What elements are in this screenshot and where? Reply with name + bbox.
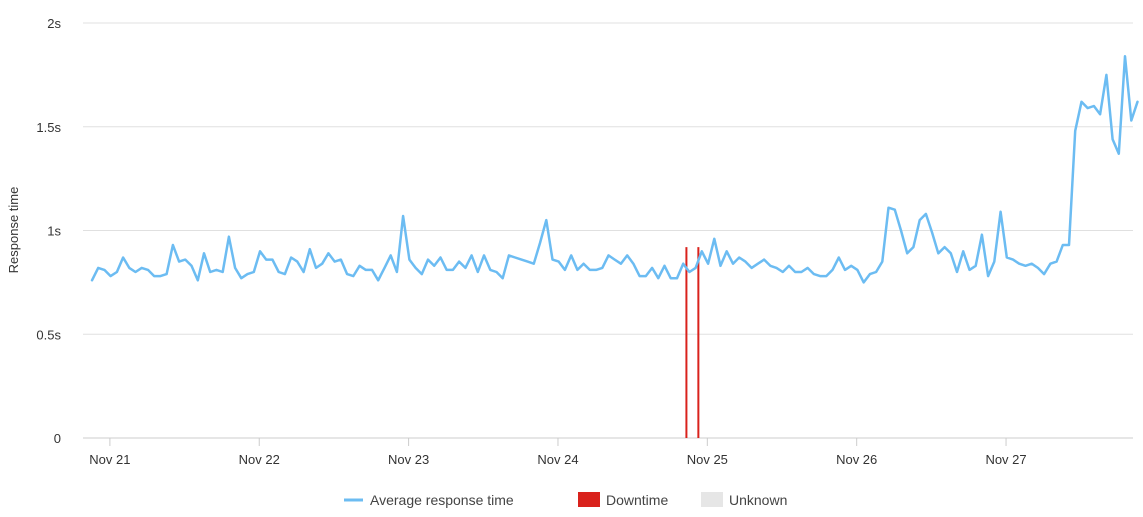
x-axis-ticks: Nov 21 Nov 22 Nov 23 Nov 24 Nov 25 Nov 26 Nov … <box>89 438 1027 467</box>
series-line-average-response-time[interactable] <box>90 54 1139 284</box>
y-tick-label: 0 <box>54 431 61 446</box>
x-tick-label: Nov 27 <box>985 452 1026 467</box>
gridlines <box>83 22 1133 439</box>
legend-label-unknown[interactable]: Unknown <box>729 492 787 508</box>
y-tick-label: 1.5s <box>36 120 61 135</box>
x-tick-label: Nov 24 <box>537 452 578 467</box>
y-axis-title: Response time <box>6 187 21 274</box>
x-tick-label: Nov 22 <box>239 452 280 467</box>
x-tick-label: Nov 25 <box>687 452 728 467</box>
y-tick-label: 1s <box>47 224 61 239</box>
y-axis-ticks: 0 0.5s 1s 1.5s 2s <box>36 16 61 446</box>
legend-swatch-downtime[interactable] <box>578 492 600 507</box>
y-tick-label: 2s <box>47 16 61 31</box>
downtime-markers <box>685 247 700 438</box>
x-tick-label: Nov 26 <box>836 452 877 467</box>
series-layer <box>90 54 1139 284</box>
legend: Average response time Downtime Unknown <box>344 492 787 508</box>
x-tick-label: Nov 21 <box>89 452 130 467</box>
legend-label-average-response-time[interactable]: Average response time <box>370 492 514 508</box>
legend-label-downtime[interactable]: Downtime <box>606 492 668 508</box>
x-tick-label: Nov 23 <box>388 452 429 467</box>
legend-swatch-unknown[interactable] <box>701 492 723 507</box>
y-tick-label: 0.5s <box>36 327 61 342</box>
